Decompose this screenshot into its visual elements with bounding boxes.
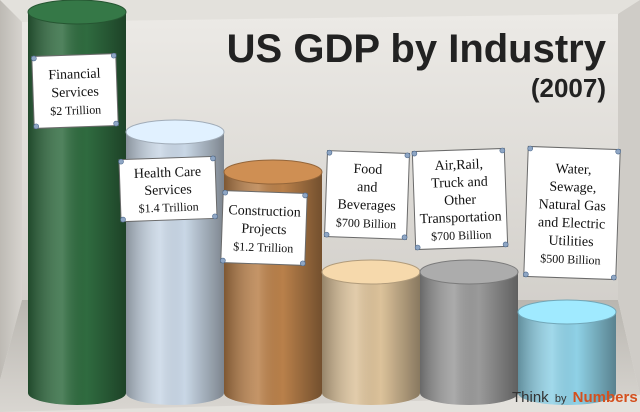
bar-5: [419, 259, 519, 405]
bar-top: [223, 159, 323, 185]
bar-shading: [322, 272, 420, 405]
pin-icon: [323, 231, 330, 238]
label-text: Beverages: [337, 197, 396, 214]
bar-top: [419, 259, 519, 285]
label-value: $1.4 Trillion: [138, 199, 198, 215]
label-text: Health Care: [134, 165, 202, 182]
label-text: Water,: [555, 162, 592, 178]
pin-icon: [299, 260, 306, 267]
pin-icon: [527, 145, 534, 152]
label-text: Transportation: [419, 209, 501, 227]
label-card: [220, 190, 308, 266]
pin-icon: [302, 192, 308, 199]
label-text: and: [357, 180, 378, 196]
label-text: Truck and: [431, 175, 488, 192]
label-value: $1.2 Trillion: [233, 239, 293, 255]
pin-icon: [401, 234, 408, 241]
label-text: Food: [353, 162, 382, 178]
pin-icon: [499, 147, 506, 154]
chart-title: US GDP by Industry: [227, 27, 607, 71]
pin-icon: [326, 149, 333, 156]
bar-shading: [420, 272, 518, 405]
label-text: Services: [144, 182, 192, 199]
label-value: $700 Billion: [431, 227, 492, 243]
brand-think: Think: [512, 389, 549, 406]
bar-shading: [518, 312, 616, 405]
label-text: Services: [51, 85, 99, 102]
label-text: Natural Gas: [538, 197, 606, 214]
label-text: Air,Rail,: [434, 157, 483, 174]
pin-icon: [113, 120, 119, 127]
pin-icon: [118, 158, 124, 165]
chart-subtitle: (2007): [531, 73, 606, 103]
bar-4: [321, 259, 421, 405]
bar-top: [517, 299, 617, 325]
brand-numbers: Numbers: [573, 389, 638, 406]
label-text: Projects: [241, 222, 287, 239]
label-card: [118, 155, 218, 223]
pin-icon: [414, 244, 421, 251]
pin-icon: [220, 257, 226, 264]
label-text: Other: [444, 193, 477, 209]
label-text: Construction: [228, 203, 301, 221]
pin-icon: [523, 271, 529, 278]
pin-icon: [110, 52, 117, 59]
label-value: $500 Billion: [540, 251, 601, 267]
pin-icon: [411, 150, 418, 157]
pin-icon: [502, 241, 509, 248]
label-text: Utilities: [548, 234, 594, 251]
label-card: [324, 150, 410, 240]
label-value: $700 Billion: [336, 215, 397, 231]
label-text: Sewage,: [549, 180, 597, 197]
label-card: [523, 145, 621, 281]
pin-icon: [120, 216, 126, 223]
brand-logo: Think by Numbers ®: [512, 387, 640, 406]
pin-icon: [33, 123, 40, 130]
pin-icon: [222, 189, 229, 196]
pin-icon: [31, 55, 37, 62]
data-label-5: Air,Rail,Truck andOtherTransportation$70…: [411, 147, 509, 251]
pin-icon: [610, 274, 617, 281]
bar-top: [27, 0, 127, 25]
label-text: Financial: [48, 67, 101, 84]
label-card: [31, 53, 119, 129]
label-card: [411, 147, 509, 251]
pin-icon: [404, 152, 411, 159]
bar-top: [321, 259, 421, 285]
pin-icon: [615, 148, 621, 155]
pin-icon: [210, 155, 216, 162]
label-value: $2 Trillion: [50, 103, 101, 119]
label-text: and Electric: [538, 215, 606, 232]
pin-icon: [212, 213, 218, 220]
brand-by: by: [555, 393, 567, 405]
bar-6: [517, 299, 617, 405]
bar-top: [125, 119, 225, 145]
